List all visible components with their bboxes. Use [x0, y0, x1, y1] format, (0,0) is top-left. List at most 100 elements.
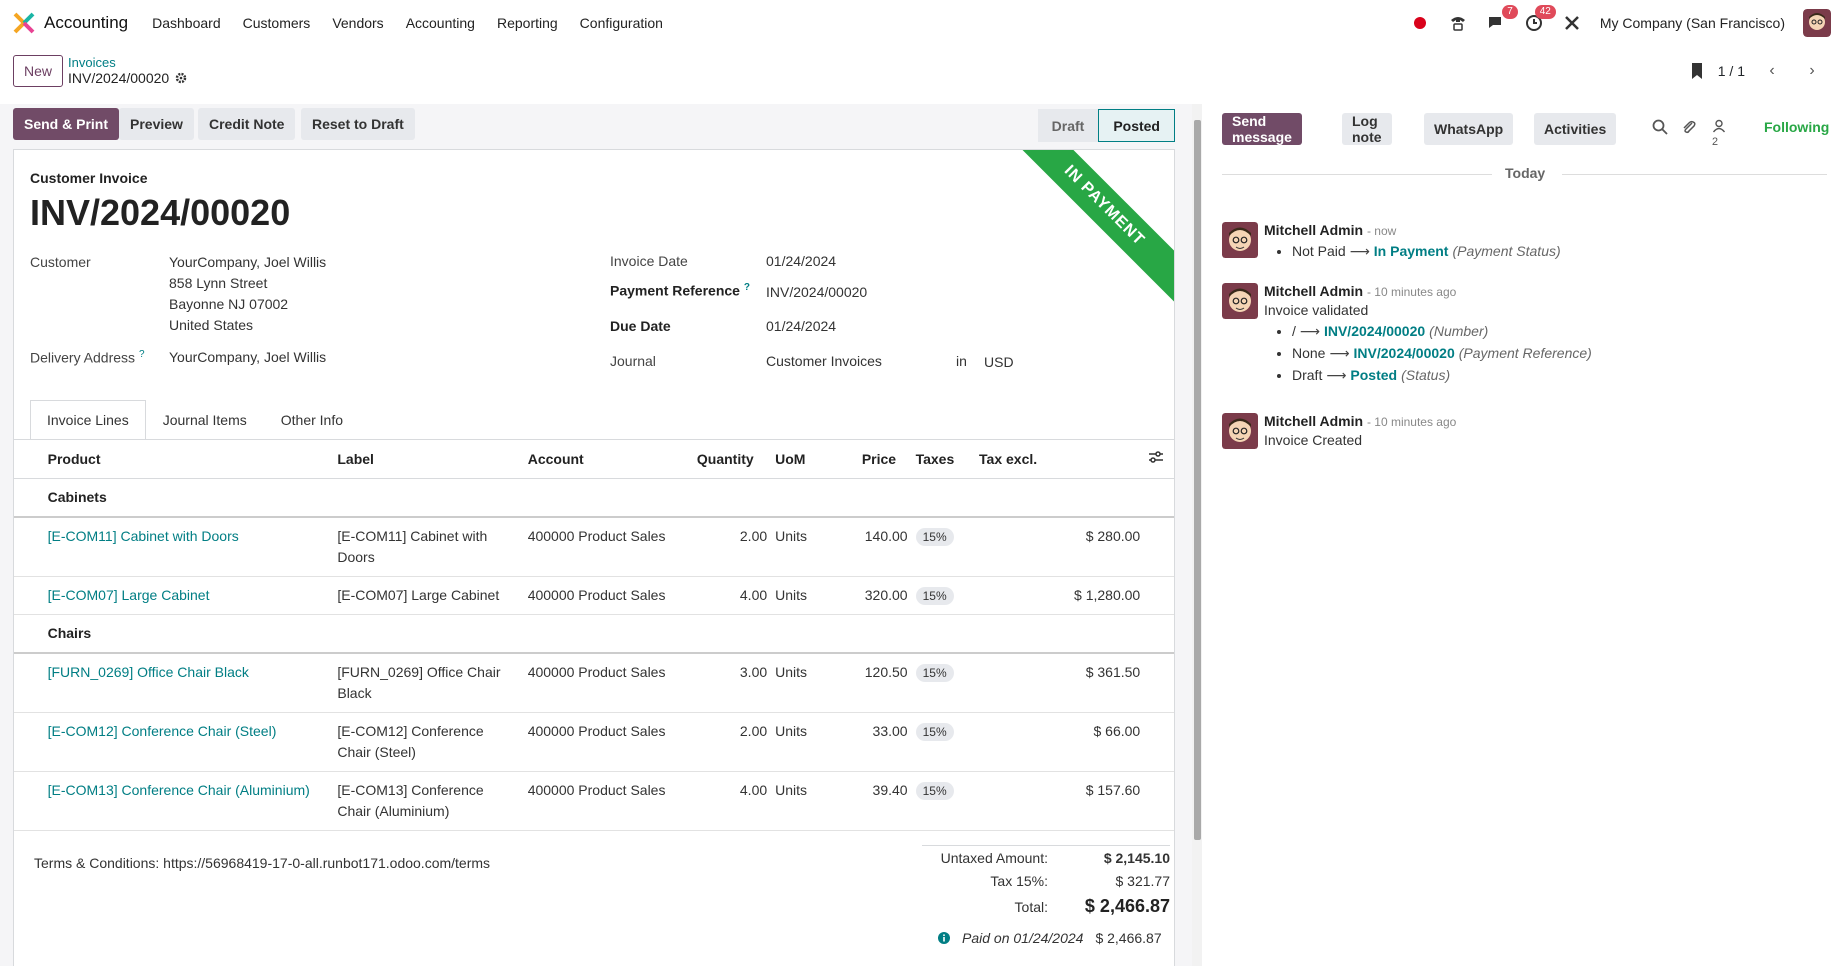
message-author[interactable]: Mitchell Admin — [1264, 413, 1364, 429]
chat-icon[interactable]: 7 — [1486, 5, 1518, 33]
table-row[interactable]: [FURN_0269] Office Chair Black [FURN_026… — [14, 652, 1174, 713]
product-cell[interactable]: [E-COM12] Conference Chair (Steel) — [47, 722, 277, 739]
help-icon[interactable]: ? — [743, 282, 750, 293]
activities-badge: 42 — [1534, 5, 1556, 19]
tax-badge: 15% — [915, 586, 954, 605]
tracking-field: (Status) — [1401, 367, 1451, 383]
state-draft[interactable]: Draft — [1037, 109, 1099, 142]
form-scrollbar[interactable] — [1192, 104, 1202, 966]
tracking-list: Not Paid⟶In Payment(Payment Status) — [1292, 243, 1561, 260]
chevron-right-icon[interactable]: › — [1809, 62, 1815, 79]
customer-link[interactable]: YourCompany, Joel Willis — [169, 254, 327, 270]
header-tax-excl[interactable]: Tax excl. — [975, 440, 1145, 479]
header-account[interactable]: Account — [523, 440, 693, 479]
payment-reference-label: Payment Reference ? — [610, 282, 750, 299]
new-button[interactable]: New — [13, 55, 64, 87]
gear-icon[interactable] — [175, 72, 187, 84]
help-icon[interactable]: ? — [138, 349, 145, 360]
whatsapp-button[interactable]: WhatsApp — [1424, 113, 1514, 145]
header-taxes[interactable]: Taxes — [911, 440, 976, 479]
product-cell[interactable]: [E-COM07] Large Cabinet — [47, 586, 210, 603]
invoice-lines-table: Product Label Account Quantity UoM Price… — [14, 440, 1174, 831]
quantity-cell: 2.00 — [692, 712, 772, 772]
document-type: Customer Invoice — [30, 170, 148, 186]
app-name[interactable]: Accounting — [44, 13, 129, 32]
header-price[interactable]: Price — [857, 440, 912, 479]
send-print-button[interactable]: Send & Print — [13, 108, 120, 140]
product-cell[interactable]: [E-COM11] Cabinet with Doors — [47, 527, 239, 544]
statusbar: Send & Print Preview Credit Note Reset t… — [13, 108, 1175, 142]
send-message-button[interactable]: Send message — [1222, 113, 1302, 145]
user-avatar[interactable] — [1803, 9, 1831, 37]
untaxed-value: $ 2,145.10 — [1103, 850, 1170, 866]
product-cell[interactable]: [E-COM13] Conference Chair (Aluminium) — [47, 781, 310, 798]
author-avatar[interactable] — [1222, 222, 1258, 258]
message-author[interactable]: Mitchell Admin — [1264, 222, 1364, 238]
tracking-item: Not Paid⟶In Payment(Payment Status) — [1292, 243, 1561, 260]
settings-sliders-icon[interactable] — [1148, 450, 1164, 464]
log-note-button[interactable]: Log note — [1342, 113, 1392, 145]
message-author[interactable]: Mitchell Admin — [1264, 283, 1364, 299]
uom-cell: Units — [771, 516, 858, 577]
preview-button[interactable]: Preview — [119, 108, 194, 140]
header-product[interactable]: Product — [43, 440, 334, 479]
table-row[interactable]: [E-COM12] Conference Chair (Steel) [E-CO… — [14, 712, 1174, 772]
clock-icon[interactable]: 42 — [1524, 5, 1556, 33]
section-row[interactable]: Cabinets — [14, 478, 1174, 518]
delivery-address-link[interactable]: YourCompany, Joel Willis — [169, 349, 327, 365]
menu-customers[interactable]: Customers — [242, 15, 311, 31]
bookmark-icon[interactable] — [1690, 62, 1704, 80]
scrollbar-thumb[interactable] — [1194, 120, 1201, 840]
section-row[interactable]: Chairs — [14, 614, 1174, 654]
followers-button[interactable]: 2 — [1712, 119, 1726, 153]
table-row[interactable]: [E-COM07] Large Cabinet [E-COM07] Large … — [14, 576, 1174, 615]
tab-other-info[interactable]: Other Info — [263, 400, 361, 440]
untaxed-label: Untaxed Amount: — [940, 850, 1048, 866]
currency-link[interactable]: USD — [984, 354, 1014, 370]
credit-note-button[interactable]: Credit Note — [198, 108, 296, 140]
tab-invoice-lines[interactable]: Invoice Lines — [30, 400, 146, 440]
paperclip-icon[interactable] — [1681, 119, 1697, 135]
header-settings[interactable] — [1144, 440, 1174, 479]
invoice-date-field[interactable]: 01/24/2024 — [766, 253, 837, 269]
due-date-field[interactable]: 01/24/2024 — [766, 318, 837, 334]
author-avatar[interactable] — [1222, 283, 1258, 319]
pager-value[interactable]: 1 / 1 — [1717, 63, 1745, 79]
app-logo-icon[interactable] — [12, 11, 36, 35]
table-row[interactable]: [E-COM11] Cabinet with Doors [E-COM11] C… — [14, 516, 1174, 577]
message-text: Invoice Created — [1264, 432, 1363, 448]
menu-configuration[interactable]: Configuration — [579, 15, 663, 31]
message-time: - 10 minutes ago — [1366, 285, 1457, 299]
label-cell: [E-COM07] Large Cabinet — [337, 586, 500, 603]
tools-icon[interactable] — [1562, 13, 1582, 33]
header-label[interactable]: Label — [333, 440, 524, 479]
phone-icon[interactable] — [1448, 13, 1468, 33]
activities-button[interactable]: Activities — [1534, 113, 1617, 145]
menu-accounting[interactable]: Accounting — [405, 15, 475, 31]
table-row[interactable]: [E-COM13] Conference Chair (Aluminium) [… — [14, 771, 1174, 831]
header-quantity[interactable]: Quantity — [692, 440, 772, 479]
search-icon[interactable] — [1652, 119, 1668, 135]
label-cell: [E-COM13] Conference — [337, 781, 484, 798]
address-line3: United States — [169, 317, 254, 333]
tab-journal-items[interactable]: Journal Items — [145, 400, 264, 440]
record-icon[interactable] — [1410, 13, 1430, 33]
chevron-left-icon[interactable]: ‹ — [1769, 62, 1775, 79]
menu-vendors[interactable]: Vendors — [332, 15, 384, 31]
uom-cell: Units — [771, 712, 858, 772]
breadcrumb-invoices[interactable]: Invoices — [68, 55, 116, 70]
author-avatar[interactable] — [1222, 413, 1258, 449]
header-uom[interactable]: UoM — [771, 440, 858, 479]
company-switcher[interactable]: My Company (San Francisco) — [1599, 15, 1785, 31]
reset-draft-button[interactable]: Reset to Draft — [301, 108, 415, 140]
customer-label: Customer — [30, 254, 91, 270]
info-icon[interactable] — [938, 932, 950, 944]
menu-dashboard[interactable]: Dashboard — [152, 15, 221, 31]
menu-reporting[interactable]: Reporting — [496, 15, 558, 31]
payment-reference-field[interactable]: INV/2024/00020 — [766, 284, 868, 300]
tax-row: Tax 15%: $ 321.77 — [922, 873, 1170, 896]
product-cell[interactable]: [FURN_0269] Office Chair Black — [47, 663, 249, 680]
following-button[interactable]: Following — [1764, 119, 1830, 135]
state-posted[interactable]: Posted — [1098, 109, 1175, 142]
journal-field[interactable]: Customer Invoices — [766, 353, 882, 369]
